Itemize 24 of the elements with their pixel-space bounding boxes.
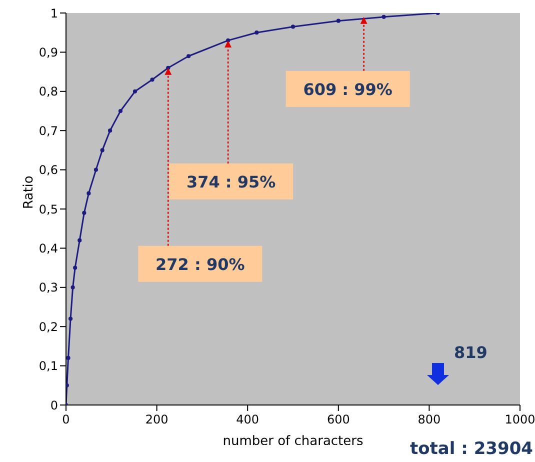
annotation: 609 : 99% [303, 80, 392, 99]
annotation: 272 : 90% [156, 254, 245, 274]
y-tick-label: 0,6 [38, 163, 58, 178]
y-tick-label: 0 [50, 398, 58, 412]
y-tick-label: 0,9 [38, 45, 58, 60]
x-tick-label: 800 [418, 412, 441, 427]
y-tick-label: 0,8 [38, 84, 58, 99]
y-tick-label: 1 [50, 6, 58, 20]
y-tick-label: 0,3 [38, 280, 58, 295]
x-tick-label: 200 [145, 412, 168, 427]
y-tick-label: 0,4 [38, 241, 58, 256]
annotation: 819 [454, 343, 488, 362]
y-axis-title: Ratio [22, 176, 37, 209]
annotation: 374 : 95% [186, 172, 276, 192]
x-tick-label: 400 [236, 412, 260, 427]
text: total : 23904 [410, 439, 534, 459]
x-axis-title: number of characters [222, 434, 364, 449]
y-tick-label: 0,5 [38, 202, 58, 216]
y-tick-label: 0,7 [38, 124, 58, 138]
x-tick-label: 600 [326, 412, 350, 427]
y-tick-label: 0,1 [38, 359, 58, 374]
x-tick-label: 1000 [504, 412, 535, 427]
y-tick-label: 0,2 [38, 320, 58, 334]
x-tick-label: 0 [62, 412, 70, 427]
